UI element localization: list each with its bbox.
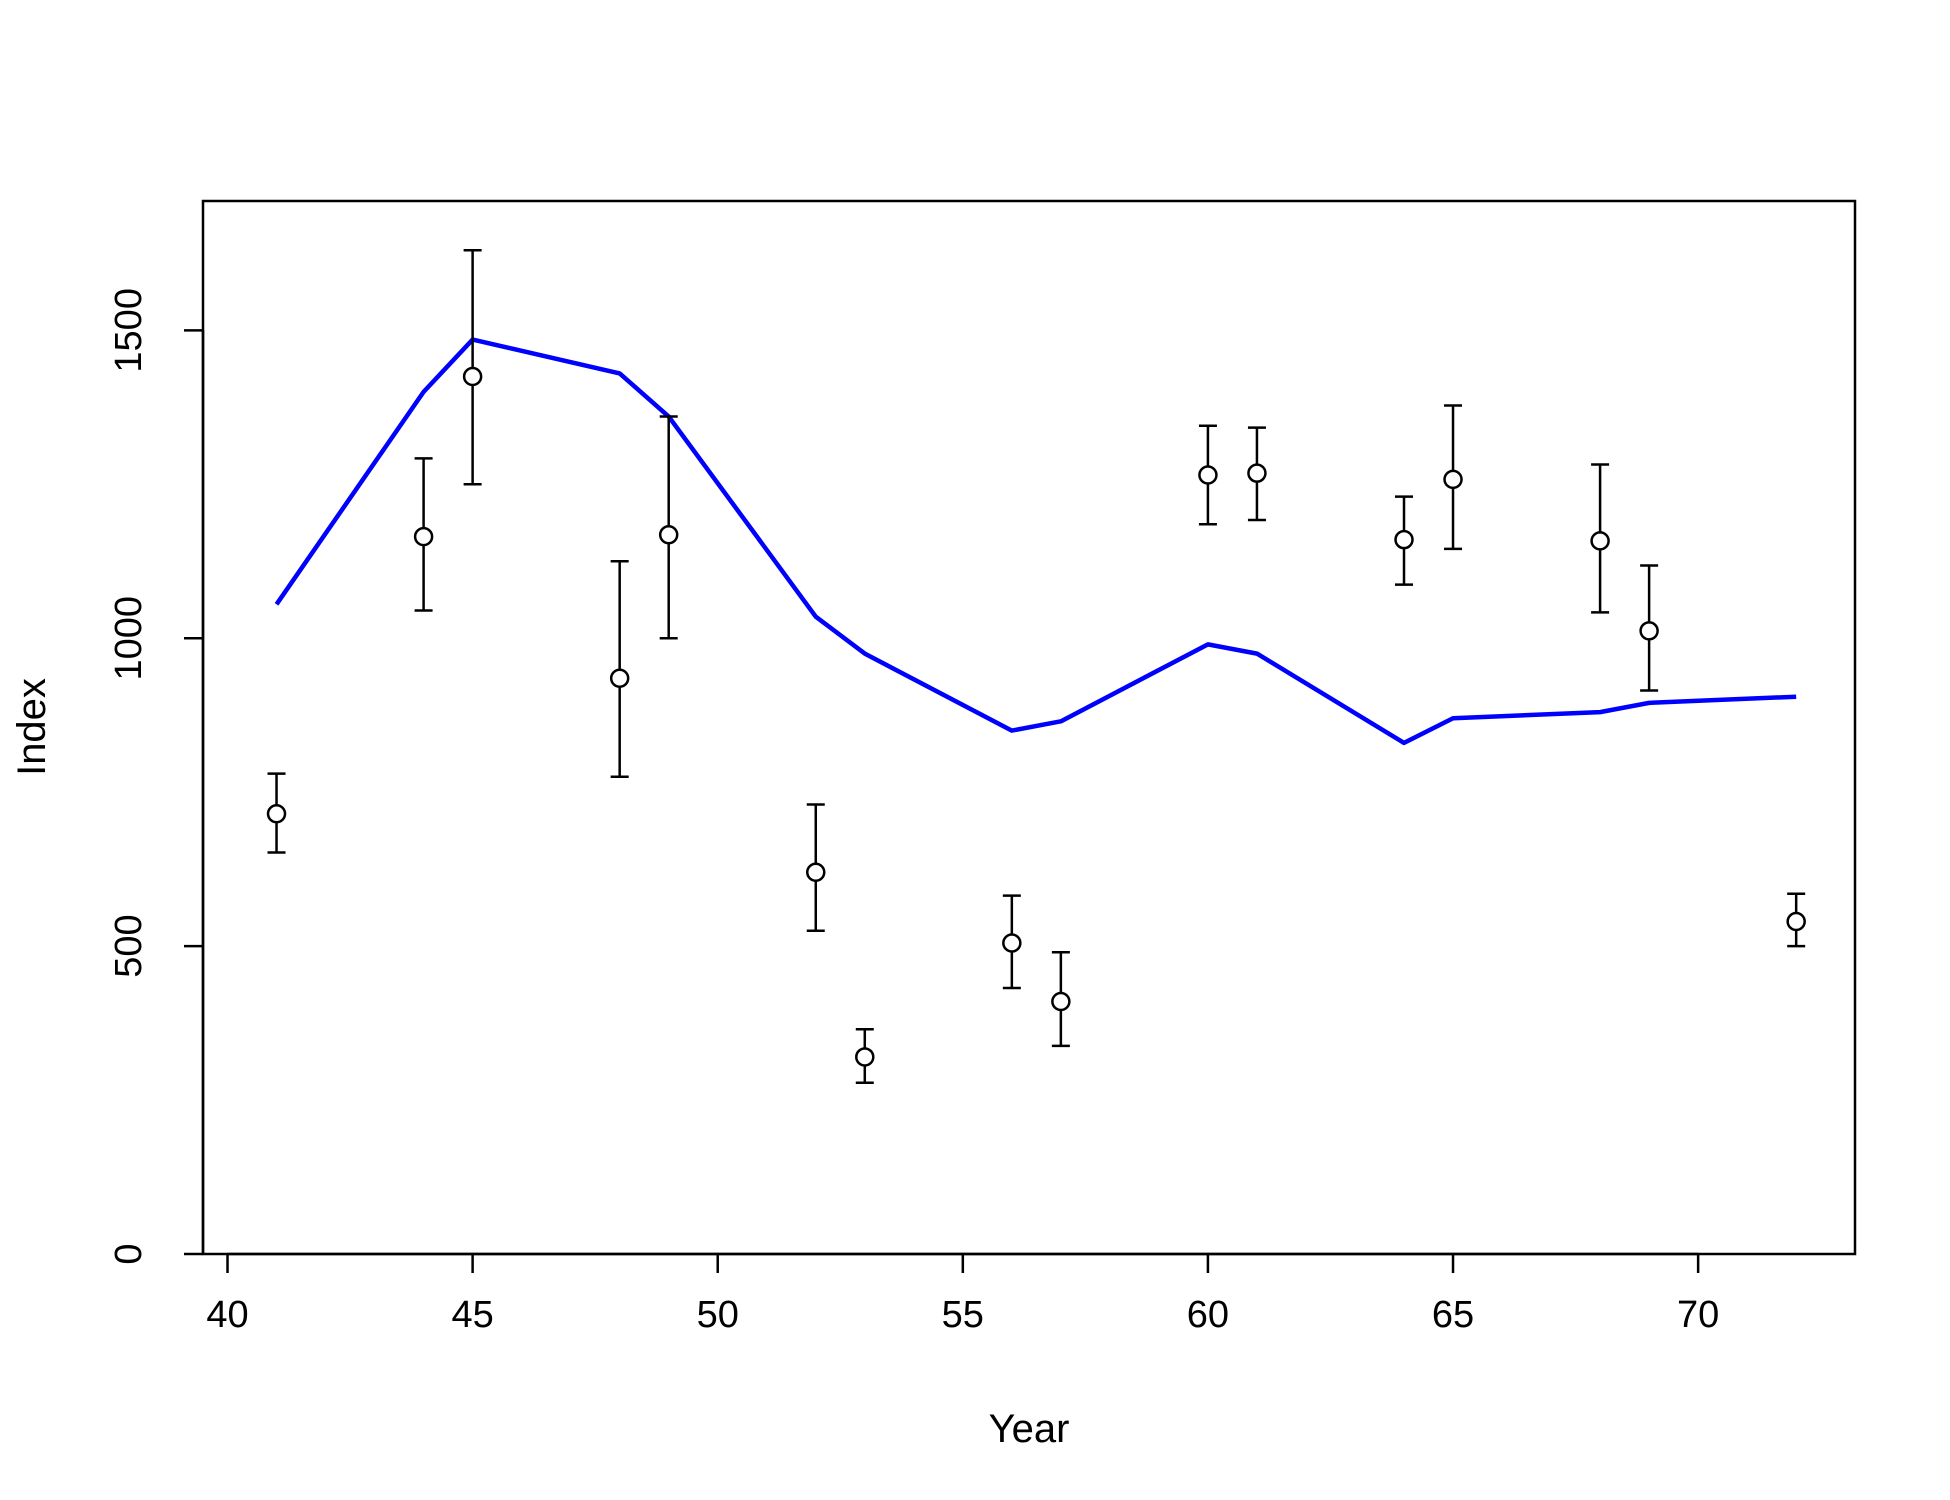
data-point bbox=[609, 668, 630, 688]
data-point bbox=[1002, 933, 1022, 953]
x-tick-label: 60 bbox=[1187, 1294, 1229, 1336]
x-tick-label: 45 bbox=[451, 1294, 493, 1336]
data-point bbox=[1394, 529, 1414, 550]
data-point bbox=[1198, 465, 1218, 485]
data-point bbox=[1443, 469, 1463, 490]
observation-point bbox=[462, 249, 483, 486]
x-tick-label: 65 bbox=[1432, 1294, 1474, 1336]
y-axis: 0 500 1000 1500 bbox=[108, 288, 205, 1265]
observation-point bbox=[1247, 426, 1267, 522]
x-axis-label: Year bbox=[989, 1407, 1070, 1451]
x-tick-label: 70 bbox=[1677, 1294, 1719, 1336]
fit-line-layer bbox=[274, 337, 1797, 746]
observation-point bbox=[609, 559, 630, 779]
observation-point bbox=[855, 1027, 875, 1085]
x-tick-label: 55 bbox=[942, 1294, 984, 1336]
data-point bbox=[806, 862, 826, 882]
data-point bbox=[1639, 621, 1659, 641]
observation-point bbox=[1639, 564, 1659, 692]
observation-point bbox=[1443, 404, 1463, 551]
y-tick-label: 0 bbox=[108, 1243, 150, 1264]
y-tick-label: 1500 bbox=[108, 288, 150, 373]
observation-point bbox=[658, 415, 679, 640]
y-axis-label: Index bbox=[10, 678, 54, 776]
observation-point bbox=[1051, 951, 1071, 1048]
observation-point bbox=[266, 772, 287, 854]
data-point bbox=[462, 366, 483, 387]
data-point bbox=[413, 526, 434, 547]
observation-point bbox=[1002, 894, 1022, 990]
data-point bbox=[1247, 463, 1267, 483]
x-tick-label: 50 bbox=[697, 1294, 739, 1336]
y-tick-label: 500 bbox=[108, 914, 150, 977]
x-axis: 40 45 50 55 60 65 70 bbox=[206, 1252, 1719, 1336]
data-point bbox=[266, 803, 287, 824]
x-tick-label: 40 bbox=[206, 1294, 248, 1336]
observation-point bbox=[806, 803, 826, 932]
data-point bbox=[1786, 911, 1806, 932]
observation-point bbox=[1786, 892, 1806, 948]
observation-point bbox=[1590, 463, 1610, 614]
data-point bbox=[1051, 991, 1071, 1012]
y-tick-label: 1000 bbox=[108, 596, 150, 681]
data-point bbox=[855, 1047, 875, 1067]
data-point bbox=[1590, 531, 1610, 551]
fit-line bbox=[274, 337, 1797, 746]
observation-point bbox=[413, 457, 434, 612]
observation-point bbox=[1198, 424, 1218, 526]
observed-points-layer bbox=[266, 249, 1806, 1085]
data-point bbox=[658, 525, 679, 545]
observation-point bbox=[1394, 495, 1414, 586]
